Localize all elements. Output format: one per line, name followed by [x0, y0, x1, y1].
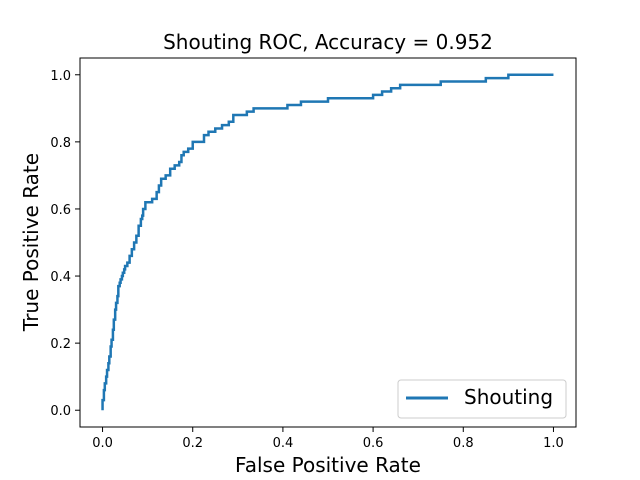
y-tick-label: 0.8 [50, 136, 71, 151]
legend: Shouting [397, 379, 567, 419]
y-tick-label: 1.0 [50, 69, 71, 84]
chart-title: Shouting ROC, Accuracy = 0.952 [163, 30, 493, 54]
legend-label-shouting: Shouting [464, 385, 553, 409]
series-line-shouting [101, 73, 554, 411]
y-axis-ticks: 0.0 0.2 0.4 0.6 0.8 1.0 [50, 69, 80, 419]
y-tick-label: 0.2 [50, 337, 71, 352]
x-tick-label: 0.8 [453, 436, 474, 451]
x-tick-label: 0.6 [363, 436, 384, 451]
x-axis-ticks: 0.0 0.2 0.4 0.6 0.8 1.0 [92, 427, 564, 451]
y-tick-label: 0.6 [50, 203, 71, 218]
x-axis-label: False Positive Rate [235, 453, 421, 477]
y-tick-label: 0.0 [50, 404, 71, 419]
x-tick-label: 1.0 [543, 436, 564, 451]
y-tick-label: 0.4 [50, 270, 71, 285]
plot-area [101, 73, 554, 411]
plot-frame [79, 57, 577, 428]
x-tick-label: 0.0 [92, 436, 113, 451]
x-tick-label: 0.2 [182, 436, 203, 451]
legend-box [397, 379, 567, 419]
x-tick-label: 0.4 [273, 436, 294, 451]
y-axis-label: True Positive Rate [19, 153, 43, 332]
